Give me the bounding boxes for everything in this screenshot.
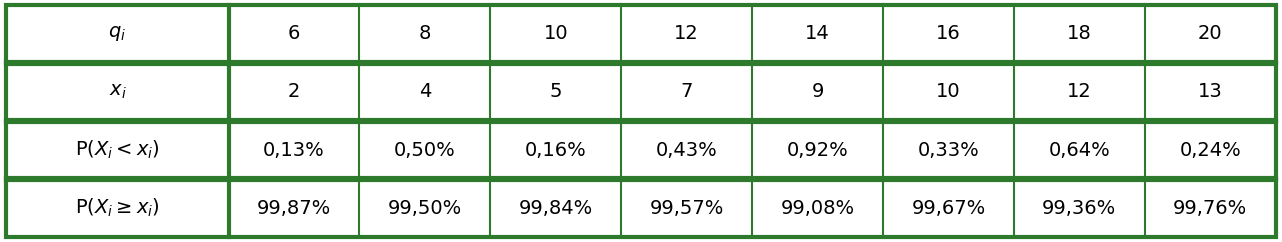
Text: 0,43%: 0,43% [655, 141, 718, 159]
Text: $\mathrm{P}(X_i < x_i)$: $\mathrm{P}(X_i < x_i)$ [76, 139, 160, 161]
Text: 0,64%: 0,64% [1049, 141, 1110, 159]
Text: 4: 4 [419, 83, 431, 101]
Text: 0,24%: 0,24% [1179, 141, 1241, 159]
Text: 99,57%: 99,57% [650, 199, 724, 218]
Text: 99,84%: 99,84% [519, 199, 592, 218]
Text: 16: 16 [936, 24, 960, 43]
Text: 0,50%: 0,50% [394, 141, 455, 159]
Text: 99,36%: 99,36% [1042, 199, 1117, 218]
Text: 5: 5 [550, 83, 562, 101]
Text: $q_i$: $q_i$ [109, 24, 127, 43]
Text: 2: 2 [287, 83, 300, 101]
Text: 7: 7 [681, 83, 692, 101]
Text: 99,50%: 99,50% [387, 199, 462, 218]
Text: 0,13%: 0,13% [263, 141, 324, 159]
Text: 10: 10 [544, 24, 568, 43]
Text: 8: 8 [419, 24, 431, 43]
Text: 99,87%: 99,87% [256, 199, 331, 218]
Text: 99,76%: 99,76% [1173, 199, 1247, 218]
Text: 13: 13 [1197, 83, 1223, 101]
Text: 0,16%: 0,16% [524, 141, 587, 159]
Text: 6: 6 [287, 24, 300, 43]
Text: $x_i$: $x_i$ [109, 83, 127, 101]
Text: 0,33%: 0,33% [918, 141, 979, 159]
Text: 20: 20 [1197, 24, 1223, 43]
Text: 99,67%: 99,67% [912, 199, 986, 218]
Text: 14: 14 [805, 24, 829, 43]
Text: 12: 12 [674, 24, 699, 43]
Text: 9: 9 [812, 83, 823, 101]
Text: 10: 10 [936, 83, 960, 101]
Text: $\mathrm{P}(X_i \geq x_i)$: $\mathrm{P}(X_i \geq x_i)$ [76, 197, 160, 219]
Text: 18: 18 [1067, 24, 1092, 43]
Text: 12: 12 [1067, 83, 1092, 101]
Text: 0,92%: 0,92% [787, 141, 849, 159]
Text: 99,08%: 99,08% [781, 199, 855, 218]
